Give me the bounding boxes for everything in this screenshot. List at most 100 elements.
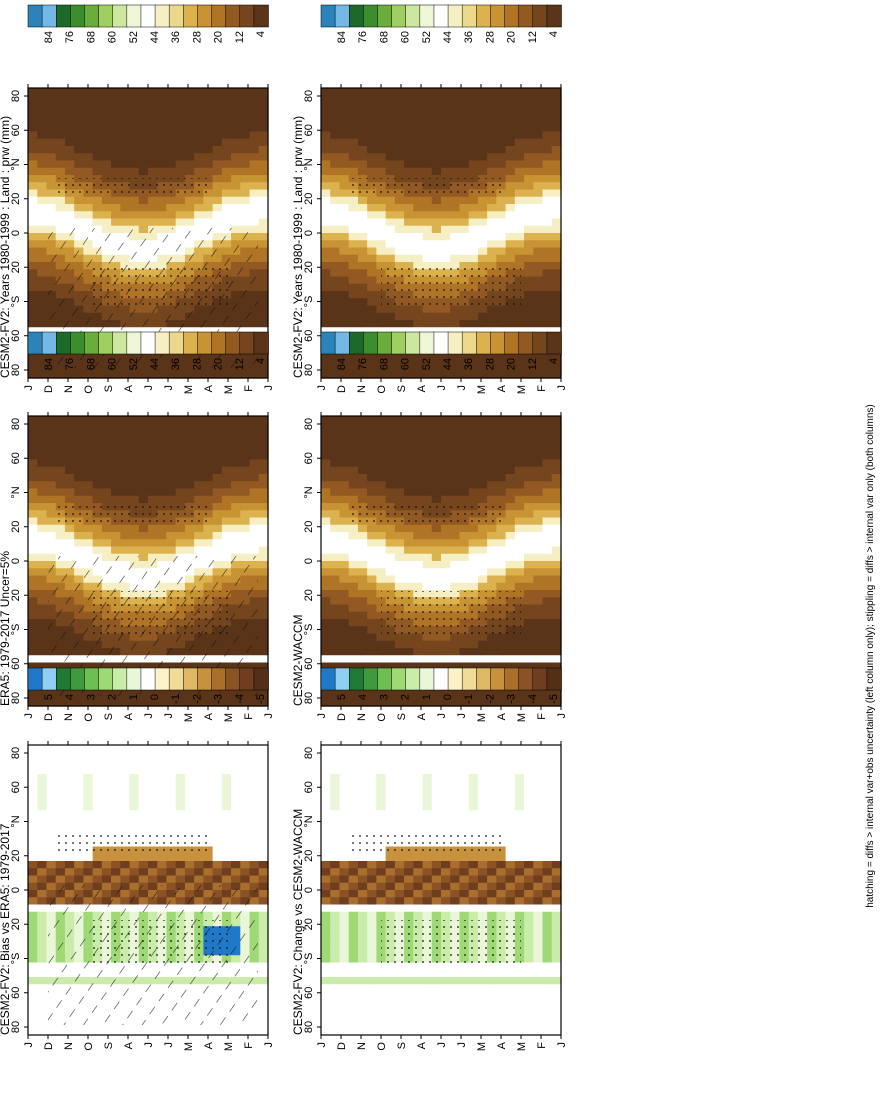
heat-cell (477, 88, 488, 96)
heat-cell (367, 495, 377, 504)
heat-cell (148, 861, 158, 869)
heat-cell (111, 211, 121, 220)
heat-cell (477, 370, 488, 379)
heat-cell (231, 810, 241, 819)
heat-cell (111, 452, 121, 461)
heat-cell (542, 320, 553, 328)
heat-cell (240, 817, 251, 826)
heat-cell (258, 604, 269, 613)
lat-label: 60 (10, 452, 22, 464)
heat-cell (28, 904, 38, 913)
heat-cell (111, 102, 121, 111)
heat-cell (28, 890, 38, 898)
heat-cell (394, 459, 405, 468)
heat-cell (385, 481, 396, 490)
heat-cell (231, 846, 241, 855)
heat-cell (477, 481, 488, 490)
heat-cell (194, 117, 204, 125)
heat-cell (413, 648, 424, 656)
heat-cell (514, 640, 525, 649)
heat-cell (111, 853, 121, 862)
heat-cell (64, 752, 75, 761)
heat-cell (330, 430, 341, 439)
heat-cell (524, 312, 534, 321)
heat-cell (321, 611, 331, 620)
heat-cell (28, 95, 38, 104)
heat-cell (157, 416, 168, 424)
heat-cell (339, 305, 350, 314)
heat-cell (28, 452, 38, 461)
heat-cell (203, 452, 214, 461)
heat-cell (533, 437, 544, 446)
heat-cell (221, 853, 232, 862)
heat-cell (459, 662, 470, 671)
heat-cell (101, 788, 112, 797)
heat-cell (240, 370, 251, 379)
heat-cell (231, 124, 241, 133)
heat-cell (175, 117, 186, 125)
heat-cell (348, 88, 359, 96)
heat-cell (64, 117, 75, 125)
heat-cell (249, 853, 260, 862)
heat-cell (37, 503, 48, 511)
heat-cell (203, 182, 214, 191)
heat-cell (514, 102, 525, 111)
heat-cell (330, 276, 341, 285)
heat-cell (221, 846, 232, 855)
heat-cell (413, 561, 424, 569)
heat-cell (330, 233, 341, 241)
month-label: S (103, 713, 115, 720)
heat-cell (450, 430, 461, 439)
heat-cell (514, 320, 525, 328)
heat-cell (450, 211, 461, 220)
heat-cell (524, 124, 534, 133)
heat-cell (542, 233, 553, 241)
heat-cell (249, 175, 260, 183)
heat-cell (514, 138, 525, 147)
heat-cell (385, 218, 396, 227)
heat-cell (175, 430, 186, 439)
heat-cell (194, 196, 204, 205)
heat-cell (129, 810, 140, 819)
heat-cell (321, 495, 331, 504)
heat-cell (321, 269, 331, 278)
heat-cell (376, 452, 387, 461)
heat-cell (339, 561, 350, 569)
heat-cell (367, 356, 377, 365)
heat-cell (542, 553, 553, 562)
heat-cell (431, 320, 442, 328)
heat-cell (477, 575, 488, 584)
heat-cell (459, 95, 470, 104)
heat-cell (514, 196, 525, 205)
heat-cell (357, 88, 368, 96)
heat-cell (459, 575, 470, 584)
heat-cell (249, 131, 260, 140)
heat-cell (505, 495, 516, 504)
heat-cell (258, 445, 269, 453)
heat-cell (524, 495, 534, 504)
heat-cell (194, 204, 204, 212)
heat-cell (330, 247, 341, 256)
heat-cell (394, 582, 405, 591)
heat-cell (357, 626, 368, 635)
heat-cell (367, 546, 377, 555)
heat-cell (249, 839, 260, 848)
heat-cell (111, 466, 121, 475)
heat-cell (533, 582, 544, 591)
heat-cell (28, 356, 38, 365)
heat-cell (385, 109, 396, 118)
heat-cell (431, 553, 442, 562)
heat-cell (138, 416, 149, 424)
heat-cell (496, 466, 507, 475)
heat-cell (175, 817, 186, 826)
heat-cell (212, 153, 223, 162)
heat-cell (157, 204, 168, 212)
heat-cell (441, 466, 451, 475)
heat-cell (231, 430, 241, 439)
heat-cell (240, 495, 251, 504)
heat-cell (74, 488, 84, 497)
heat-cell (533, 320, 544, 328)
heat-cell (111, 138, 121, 147)
heat-cell (514, 305, 525, 314)
heat-cell (348, 283, 359, 292)
